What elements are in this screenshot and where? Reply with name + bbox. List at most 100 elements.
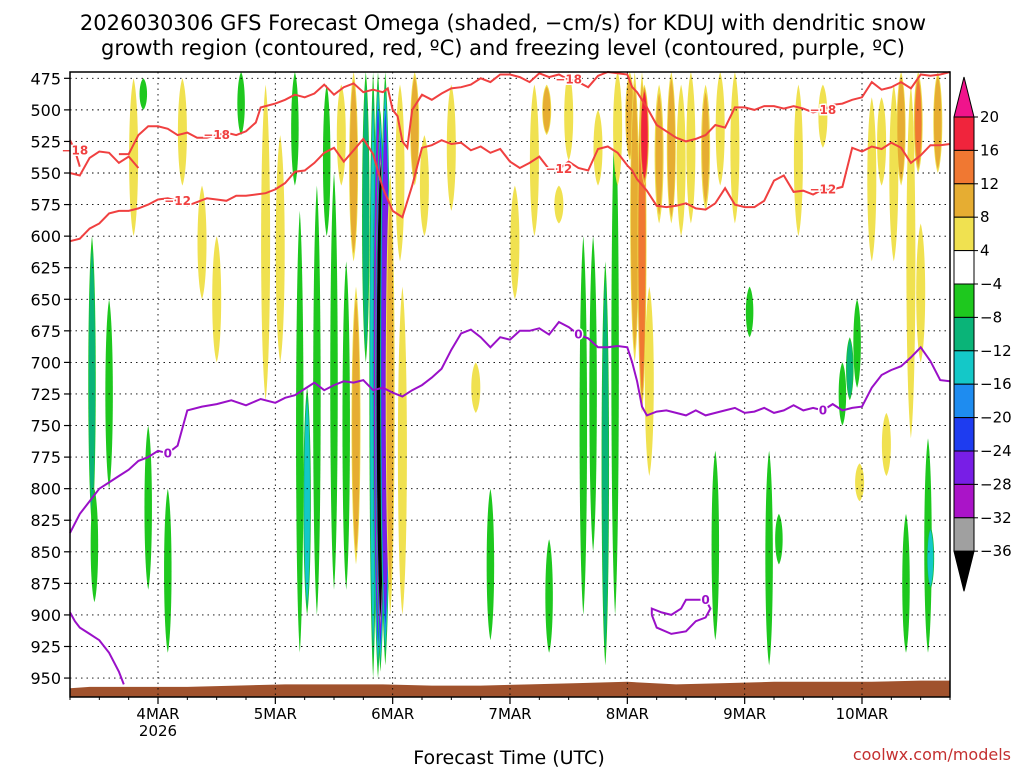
omega-cell — [645, 298, 653, 465]
y-tick-label: 800 — [30, 480, 61, 499]
freezing-level-bottom-line — [69, 611, 125, 685]
omega-cell — [420, 141, 428, 231]
omega-cell — [794, 93, 802, 228]
omega-cell — [178, 84, 186, 180]
freezing-level-island-label: 0 — [701, 593, 709, 607]
omega-cell — [655, 93, 663, 216]
omega-cell — [856, 465, 864, 499]
colorbar-swatch — [953, 250, 975, 285]
colorbar-swatch — [953, 383, 975, 419]
dgz-minus-12-left-line — [69, 150, 140, 177]
omega-cell — [487, 497, 494, 632]
omega-cell — [677, 93, 685, 228]
omega-cell — [712, 462, 719, 629]
omega-cell — [313, 211, 320, 590]
omega-cell — [907, 105, 915, 417]
omega-cell — [631, 95, 638, 340]
omega-cell — [276, 148, 284, 349]
colorbar-swatch — [953, 283, 975, 318]
omega-cell — [602, 293, 608, 634]
y-tick-label: 500 — [30, 101, 61, 120]
omega-cell — [934, 80, 941, 165]
y-tick-label: 900 — [30, 606, 61, 625]
y-tick-label: 950 — [30, 669, 61, 688]
omega-cell — [555, 187, 563, 222]
dgz-minus-12-label: −12 — [164, 194, 191, 208]
freezing-level-line — [69, 320, 951, 534]
omega-cell — [702, 92, 710, 204]
omega-cell — [291, 78, 298, 179]
omega-cell — [878, 102, 886, 181]
omega-cell — [746, 289, 753, 335]
omega-cell — [890, 95, 898, 251]
dgz-minus-18-left-line — [69, 139, 81, 167]
omega-cell — [130, 87, 138, 227]
omega-cell — [398, 306, 406, 596]
omega-cell — [323, 93, 330, 228]
dgz-minus-18-line — [118, 70, 951, 156]
omega-cell — [819, 88, 827, 144]
colorbar-swatch — [953, 183, 975, 218]
dgz-minus-12-line — [69, 137, 951, 243]
omega-cell — [641, 94, 648, 176]
colorbar-label: 4 — [980, 242, 990, 260]
colorbar-swatch — [953, 350, 975, 385]
colorbar: 20 16 12 8 4 −4 −8 −12 −16 −20 −24 −28 −32 −36 — [953, 76, 1012, 592]
omega-cell — [868, 107, 876, 252]
y-tick-label: 750 — [30, 417, 61, 436]
omega-cell — [580, 258, 587, 593]
colorbar-top-arrow — [953, 76, 975, 118]
y-tick-label: 825 — [30, 511, 61, 530]
colorbar-swatch — [953, 116, 975, 151]
omega-cell — [140, 80, 147, 108]
colorbar-label: −4 — [980, 275, 1002, 293]
omega-cell — [350, 87, 357, 247]
omega-cell — [296, 237, 303, 627]
x-tick-label: 4MAR — [136, 705, 179, 723]
omega-cell — [668, 84, 675, 212]
colorbar-label: −16 — [980, 375, 1012, 393]
y-tick-label: 775 — [30, 448, 61, 467]
gridlines — [70, 72, 950, 697]
x-tick-sublabel: 2026 — [139, 722, 177, 740]
omega-cell — [716, 78, 724, 179]
y-tick-label: 525 — [30, 132, 61, 151]
contour-lines: 0 0 0 0 −18 −18 −18 −18 −12 −12 −12 — [60, 70, 951, 685]
chart-title-line-1: 2026030306 GFS Forecast Omega (shaded, −… — [80, 11, 926, 35]
omega-cell — [565, 77, 573, 156]
dgz-minus-12-label: −12 — [546, 162, 573, 176]
colorbar-label: 8 — [980, 208, 990, 226]
dgz-minus-18-label: −18 — [555, 73, 582, 87]
omega-cell — [898, 81, 905, 177]
omega-shading — [88, 72, 943, 679]
freezing-level-label: 0 — [164, 446, 172, 460]
freezing-level-island-line — [650, 598, 712, 635]
omega-cell — [472, 365, 480, 410]
colorbar-swatch — [953, 483, 975, 519]
y-tick-label: 875 — [30, 574, 61, 593]
colorbar-label: 16 — [980, 141, 999, 159]
y-tick-label: 925 — [30, 637, 61, 656]
colorbar-swatch — [953, 149, 975, 185]
omega-cell — [89, 259, 95, 504]
colorbar-label: −20 — [980, 409, 1012, 427]
omega-cell — [839, 366, 846, 422]
omega-cell — [304, 408, 310, 595]
omega-cell — [213, 243, 221, 355]
omega-cell — [928, 532, 933, 584]
chart-title-line-2: growth region (contoured, red, ºC) and f… — [101, 36, 905, 60]
colorbar-swatch — [953, 450, 975, 485]
freezing-level-label: 0 — [574, 328, 582, 342]
y-tick-label: 725 — [30, 385, 61, 404]
omega-cell — [238, 75, 245, 132]
x-tick-label: 10MAR — [836, 705, 889, 723]
x-tick-label: 6MAR — [371, 705, 414, 723]
omega-cell — [164, 498, 171, 643]
y-tick-label: 600 — [30, 227, 61, 246]
dgz-minus-18-label: −18 — [203, 128, 230, 142]
colorbar-label: −8 — [980, 308, 1002, 326]
colorbar-label: −12 — [980, 342, 1012, 360]
y-tick-label: 675 — [30, 322, 61, 341]
